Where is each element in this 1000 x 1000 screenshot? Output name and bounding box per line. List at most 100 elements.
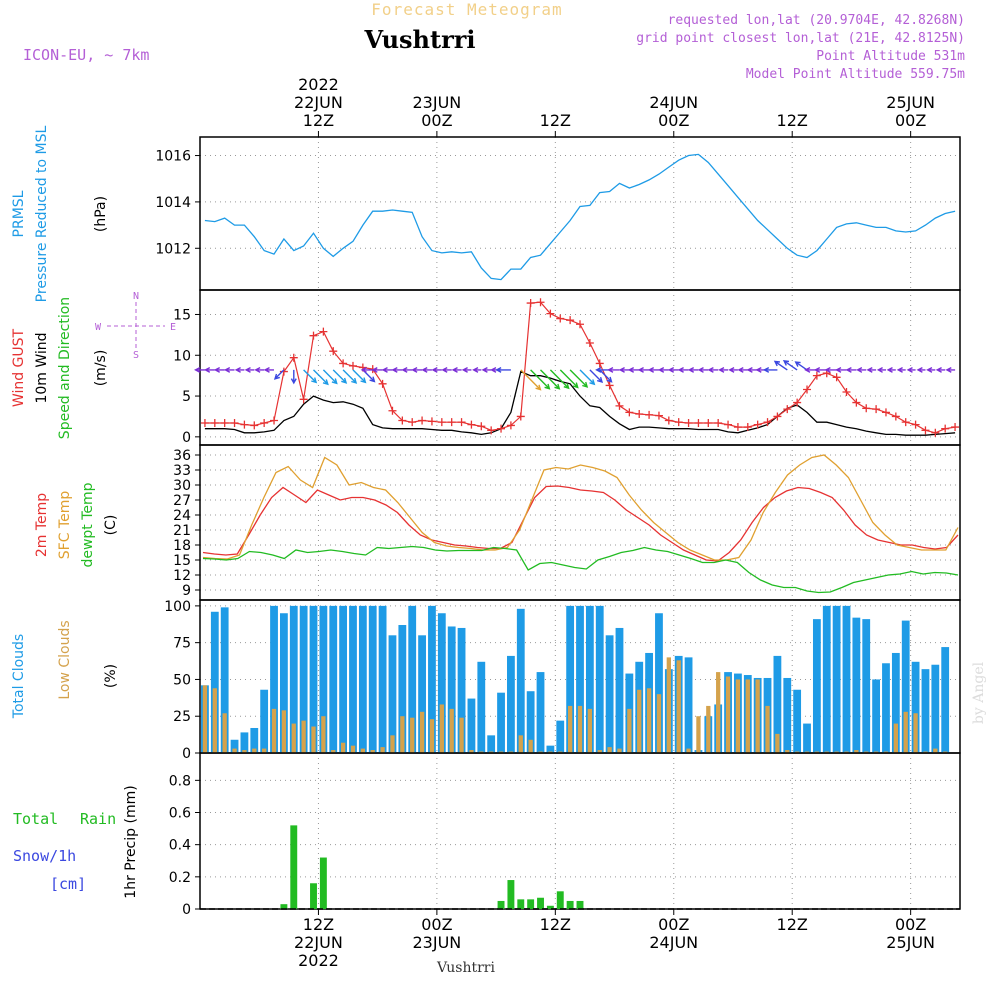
gust-marker: [664, 416, 673, 425]
clouds-ytick-label: 75: [173, 636, 191, 652]
gust-marker: [240, 420, 249, 429]
wind-arrow: [916, 366, 926, 373]
wind-arrow: [627, 366, 640, 373]
low-cloud-bar: [745, 679, 750, 753]
rain-bar: [566, 900, 574, 909]
gust-marker: [783, 405, 792, 414]
gust-marker: [556, 314, 565, 323]
precip-ytick-label: 0.4: [169, 838, 191, 854]
precip-ytick-label: 0.8: [169, 773, 191, 789]
top-tick-label: 12Z: [303, 111, 334, 130]
wind-arrow: [451, 366, 462, 373]
gust-marker: [388, 406, 397, 415]
low-cloud-bar: [686, 748, 691, 753]
wind-arrow: [421, 366, 432, 373]
wind-arrow: [263, 366, 274, 373]
clouds-ytick-label: 50: [173, 672, 191, 688]
total-cloud-bar: [832, 605, 841, 753]
pressure-ytick-label: 1014: [155, 195, 191, 211]
gust-marker: [408, 418, 417, 427]
total-cloud-bar: [388, 635, 397, 753]
low-cloud-bar: [449, 708, 454, 753]
low-cloud-bar: [370, 750, 375, 753]
gust-marker: [842, 387, 851, 396]
total-cloud-bar: [576, 605, 584, 753]
wind-arrow: [401, 366, 413, 373]
model-label: ICON-EU, ~ 7km: [23, 46, 149, 64]
gust-marker: [941, 424, 950, 433]
wind10m-label: 10m Wind: [34, 332, 50, 403]
wind-arrow: [540, 369, 561, 390]
wind-arrow: [342, 369, 358, 384]
wind-arrow: [371, 366, 383, 373]
low-cloud-bar: [696, 716, 701, 753]
total-cloud-bar: [872, 679, 881, 753]
total-cloud-bar: [605, 635, 614, 753]
pressure-label-long: Pressure Reduced to MSL: [34, 125, 50, 302]
wind-arrow: [667, 366, 679, 373]
total-cloud-bar: [862, 619, 871, 753]
wind-arrow: [945, 366, 956, 373]
gust-marker: [684, 418, 693, 427]
rain-bar: [497, 900, 505, 909]
wind-arrow: [431, 366, 442, 373]
wind-arrow: [559, 369, 579, 389]
total-cloud-bar: [368, 605, 377, 753]
wind-arrow: [677, 366, 689, 373]
total-cloud-bar: [260, 689, 269, 753]
bottom-tick-label: 24JUN: [649, 933, 698, 952]
wind-arrow: [213, 366, 225, 373]
low-cloud-bar: [755, 679, 760, 753]
top-tick-label: 22JUN: [294, 93, 343, 112]
gust-marker: [832, 373, 841, 382]
total-cloud-bar: [309, 605, 318, 753]
gust-marker: [309, 331, 318, 340]
total-cloud-bar: [339, 605, 348, 753]
low-cloud-bar: [597, 750, 602, 753]
low-cloud-bar: [321, 716, 326, 753]
rain-bar: [319, 857, 327, 909]
bottom-tick-label: 25JUN: [886, 933, 935, 952]
snow-unit-label: [cm]: [50, 875, 86, 893]
low-cloud-bar: [419, 711, 425, 753]
top-tick-label: 00Z: [658, 111, 689, 130]
top-tick-label: 24JUN: [649, 93, 698, 112]
low-cloud-bar: [676, 660, 681, 753]
low-cloud-bar: [331, 750, 336, 753]
temp-ytick-label: 12: [173, 568, 191, 584]
precip-ytick-label: 0: [182, 902, 191, 918]
wind-arrow: [381, 366, 393, 373]
total-cloud-bar: [566, 605, 575, 753]
low-cloud-bar: [222, 713, 227, 753]
wind-arrow: [194, 366, 205, 373]
low-cloud-bar: [765, 705, 770, 753]
precip-ytick-label: 0.6: [169, 806, 191, 822]
compass-icon: N S W E: [95, 291, 176, 361]
wind-ytick-label: 0: [182, 430, 191, 446]
compass-s-label: S: [133, 350, 139, 361]
wind-arrow: [637, 366, 650, 373]
wind-arrow: [223, 366, 235, 373]
cloud-unit: (%): [103, 664, 119, 688]
low-cloud-bar: [242, 750, 247, 753]
wind-arrow: [273, 369, 285, 380]
model-point-altitude: Model Point Altitude 559.75m: [746, 67, 965, 82]
wind-arrow: [461, 366, 472, 373]
wind-arrow: [441, 366, 452, 373]
wind-arrow: [313, 369, 329, 386]
gust-marker: [714, 418, 723, 427]
total-cloud-bar: [941, 647, 950, 753]
wind-arrow: [906, 366, 916, 373]
gust-marker: [615, 401, 624, 410]
gust-marker: [645, 410, 654, 419]
temp-ytick-label: 18: [173, 538, 191, 554]
gust-marker: [704, 418, 713, 427]
wind-arrow: [472, 366, 482, 373]
pressure-panel: 1012 1014 1016: [155, 136, 961, 291]
total-cloud-bar: [398, 625, 407, 753]
gust-marker: [418, 416, 427, 425]
gust-marker: [260, 418, 269, 427]
gust-marker: [566, 316, 575, 325]
